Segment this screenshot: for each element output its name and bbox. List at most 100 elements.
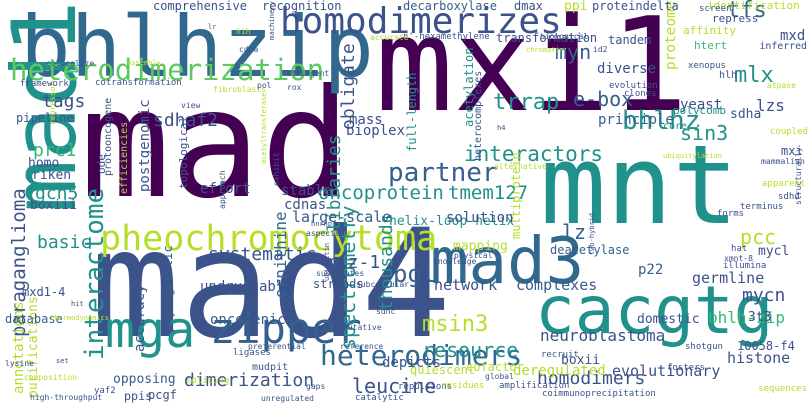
cloud-word: strands <box>313 277 364 291</box>
cloud-word: ppi <box>564 0 588 14</box>
cloud-word: terminus <box>740 202 784 212</box>
cloud-word: lysine <box>5 359 34 368</box>
cloud-word: heterodimers <box>320 339 523 372</box>
cloud-word: pipeline <box>16 111 74 125</box>
cloud-word: complexes <box>516 276 598 294</box>
cloud-word: framework <box>20 79 69 89</box>
cloud-word: mycn <box>742 285 786 306</box>
cloud-word: deregulated <box>513 363 606 379</box>
cloud-word: coupled <box>770 127 808 137</box>
cloud-word: composition <box>24 373 77 382</box>
cloud-word: sin3 <box>680 121 729 145</box>
cloud-word: splicing <box>186 376 230 386</box>
cloud-word: lz <box>562 220 587 244</box>
cloud-word: acetyltransferase <box>260 92 268 164</box>
cloud-word: bioplex <box>346 123 406 139</box>
cloud-word: interactors <box>464 142 604 166</box>
cloud-word: evolution <box>609 81 658 91</box>
cloud-word: neuroblastoma <box>540 326 666 345</box>
cloud-word: putative <box>343 323 382 332</box>
cloud-word: alternative <box>494 162 547 171</box>
cloud-word: pcc <box>740 225 777 249</box>
cloud-word: sequences <box>758 384 807 394</box>
cloud-word: full-length <box>405 72 419 152</box>
cloud-word: structurally <box>794 147 803 205</box>
cloud-word: thermodynamics <box>50 314 110 322</box>
cloud-word: opposing <box>113 372 176 387</box>
cloud-word: myn <box>555 40 592 64</box>
cloud-word: mycl <box>758 244 790 259</box>
cloud-word: subcellular <box>356 280 409 289</box>
cloud-word: miz-1 <box>326 252 381 273</box>
cloud-word: reference <box>340 342 384 351</box>
cloud-word: ligases <box>233 348 271 358</box>
cloud-word: apparent <box>762 179 806 189</box>
cloud-word: physical <box>454 251 493 260</box>
cloud-word: heterocomplexes <box>473 70 484 161</box>
cloud-word: cofactor <box>466 360 524 374</box>
cloud-word: riken <box>32 168 72 183</box>
cloud-word: substrates <box>316 269 365 278</box>
cloud-word: homodimers <box>537 368 646 389</box>
cloud-word: gaps <box>306 382 326 391</box>
cloud-word: global <box>485 372 514 381</box>
cloud-word: mass <box>349 112 383 128</box>
cloud-word: colocalize <box>46 59 95 68</box>
cloud-word: postgenomic <box>137 99 153 192</box>
cloud-word: core <box>663 121 688 132</box>
cloud-word: accurate <box>370 33 409 42</box>
cloud-word: unregulated <box>261 394 314 403</box>
cloud-word: basic <box>37 232 92 253</box>
cloud-word: large-scale <box>292 208 392 226</box>
cloud-word: boxii <box>561 353 601 368</box>
cloud-word: hit <box>71 300 84 308</box>
cloud-word: homodimerizes <box>280 1 562 42</box>
cloud-word: gcn5 <box>35 183 79 204</box>
cloud-word: helix-loop-helix <box>389 214 515 229</box>
cloud-word: 10058-f4 <box>737 339 795 353</box>
cloud-word: zipper <box>210 304 362 353</box>
cloud-word: proteindelta <box>592 0 679 13</box>
cloud-word: sdhaf2 <box>153 110 219 131</box>
cloud-word: machinery <box>267 1 276 40</box>
cloud-word: mga <box>105 301 196 359</box>
cloud-word: knowledge <box>433 257 477 266</box>
cloud-word: lzs <box>756 96 785 115</box>
cloud-word: dmax <box>514 0 543 13</box>
cloud-word: undruggable <box>200 279 293 295</box>
cloud-word: affinity <box>683 24 736 37</box>
cloud-word: high-throughput <box>30 393 103 402</box>
cloud-word: effort <box>200 181 251 197</box>
cloud-word: view <box>181 101 201 110</box>
cloud-word: illumina <box>723 261 767 271</box>
cloud-word: mlx <box>734 63 774 88</box>
cloud-word: coimmunoprecipitation <box>542 389 656 399</box>
cloud-word: cacgtg <box>535 272 774 349</box>
cloud-word: bhlhz <box>622 106 701 136</box>
cloud-word: comprehensive <box>153 0 247 13</box>
cloud-word: sdha <box>730 107 762 122</box>
cloud-word: msin3 <box>422 312 489 337</box>
cloud-word: germline <box>692 269 765 287</box>
cloud-word: hat <box>731 244 748 254</box>
cloud-word: pheochromocytoma <box>100 219 438 259</box>
cloud-word: dimerization <box>184 370 315 391</box>
cloud-word: mad4 <box>90 198 452 372</box>
cloud-word: cdna <box>239 45 259 54</box>
cloud-word: oncogenic <box>210 312 286 328</box>
cloud-word: polycomb <box>673 104 726 117</box>
cloud-word: deacetylase <box>550 243 630 257</box>
cloud-word: quiescent <box>410 363 476 377</box>
cloud-word: sdhc <box>376 307 396 316</box>
cloud-word: yeast <box>680 97 723 113</box>
cloud-word: shotgun <box>685 342 723 352</box>
cloud-word: two-hybrid <box>588 212 596 255</box>
cloud-word: screen <box>699 4 732 14</box>
cloud-word: 3t3 <box>748 310 772 325</box>
cloud-word: bhlh-zip <box>708 308 786 327</box>
cloud-word: ubiquitin <box>323 243 331 281</box>
cloud-word: heterodimerization <box>10 53 325 87</box>
cloud-word: accuracy <box>132 284 148 352</box>
cloud-word: mapping <box>453 239 508 254</box>
cloud-word: sdhd <box>778 192 800 202</box>
